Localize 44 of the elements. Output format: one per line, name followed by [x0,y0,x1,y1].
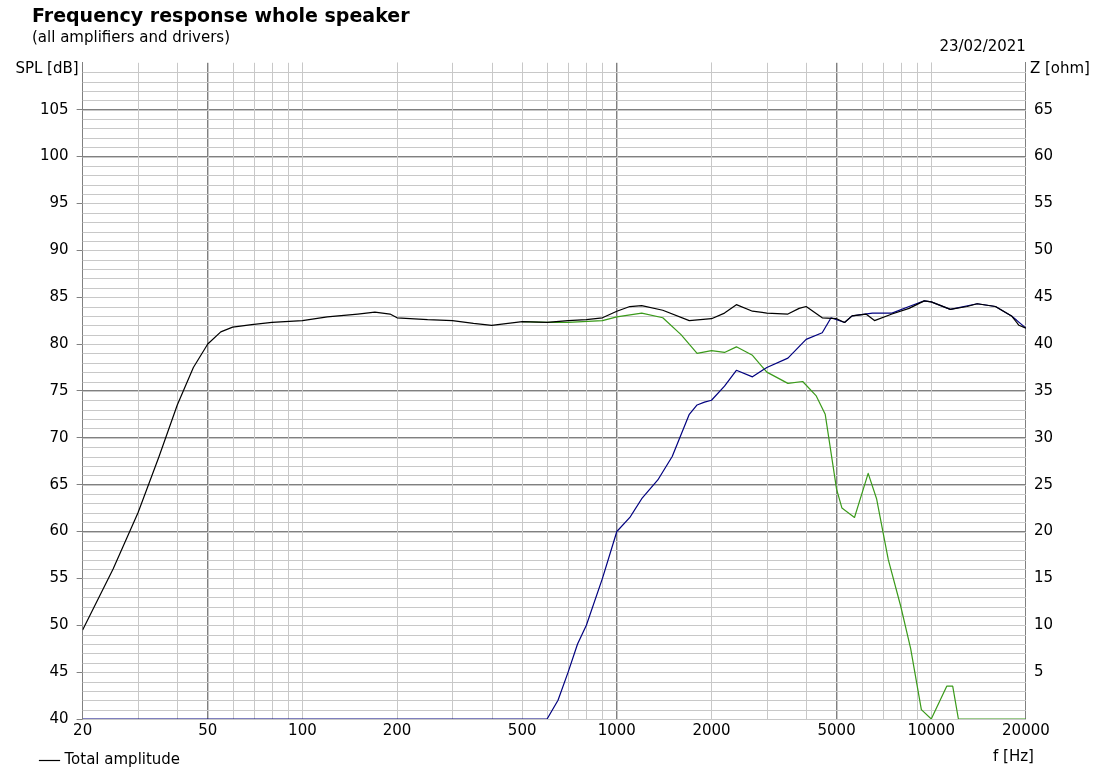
y2-tick-label: 5 [1033,662,1044,681]
y2-tick-label: 50 [1033,240,1054,259]
y-tick-label: 55 [49,568,69,587]
y2-tick-label: 10 [1033,615,1054,634]
y-tick-label: 70 [49,427,69,446]
x-tick-label: 200 [382,720,412,739]
x-tick-label: 100 [288,720,317,739]
x-tick-label: 10000 [907,720,956,739]
text: 23/02/2021 [939,37,1026,56]
y2-tick-label: 60 [1033,146,1054,165]
x-tick-label: 50 [198,720,218,739]
y-tick-label: 75 [49,380,69,399]
x-tick-label: 2000 [692,720,731,739]
x-tick-label: 5000 [817,720,856,739]
y2-tick-label: 15 [1033,568,1054,587]
y-tick-label: 45 [49,662,69,681]
y-tick-label: 90 [49,240,69,259]
y2-tick-label: 20 [1033,521,1054,540]
y-tick-label: 40 [49,708,69,727]
chart-subtitle: (all amplifiers and drivers) [32,27,231,46]
y2-tick-label: 65 [1033,99,1054,118]
y-tick-label: 50 [49,615,69,634]
y-tick-label: 60 [49,521,69,540]
y-tick-label: 85 [49,287,69,306]
y-tick-label: 80 [49,333,69,352]
legend-label: Total amplitude [63,750,181,769]
y2-tick-label: 30 [1033,427,1054,446]
y-tick-label: 105 [39,99,69,118]
y2-axis-title: Z [ohm] [1029,58,1090,77]
y-axis-title: SPL [dB] [15,58,79,77]
y2-tick-label: 25 [1033,474,1054,493]
chart-title: Frequency response whole speaker [32,4,411,27]
x-axis-title: f [Hz] [993,746,1034,765]
y2-tick-label: 55 [1033,193,1054,212]
y-tick-label: 95 [49,193,69,212]
y-tick-label: 100 [39,146,69,165]
y-tick-label: 65 [49,474,69,493]
x-tick-label: 500 [507,720,537,739]
x-tick-label: 20000 [1002,720,1050,739]
x-tick-label: 1000 [597,720,636,739]
y2-tick-label: 45 [1033,287,1054,306]
y2-tick-label: 40 [1033,333,1054,352]
x-tick-label: 20 [73,720,93,739]
y2-tick-label: 35 [1033,380,1054,399]
